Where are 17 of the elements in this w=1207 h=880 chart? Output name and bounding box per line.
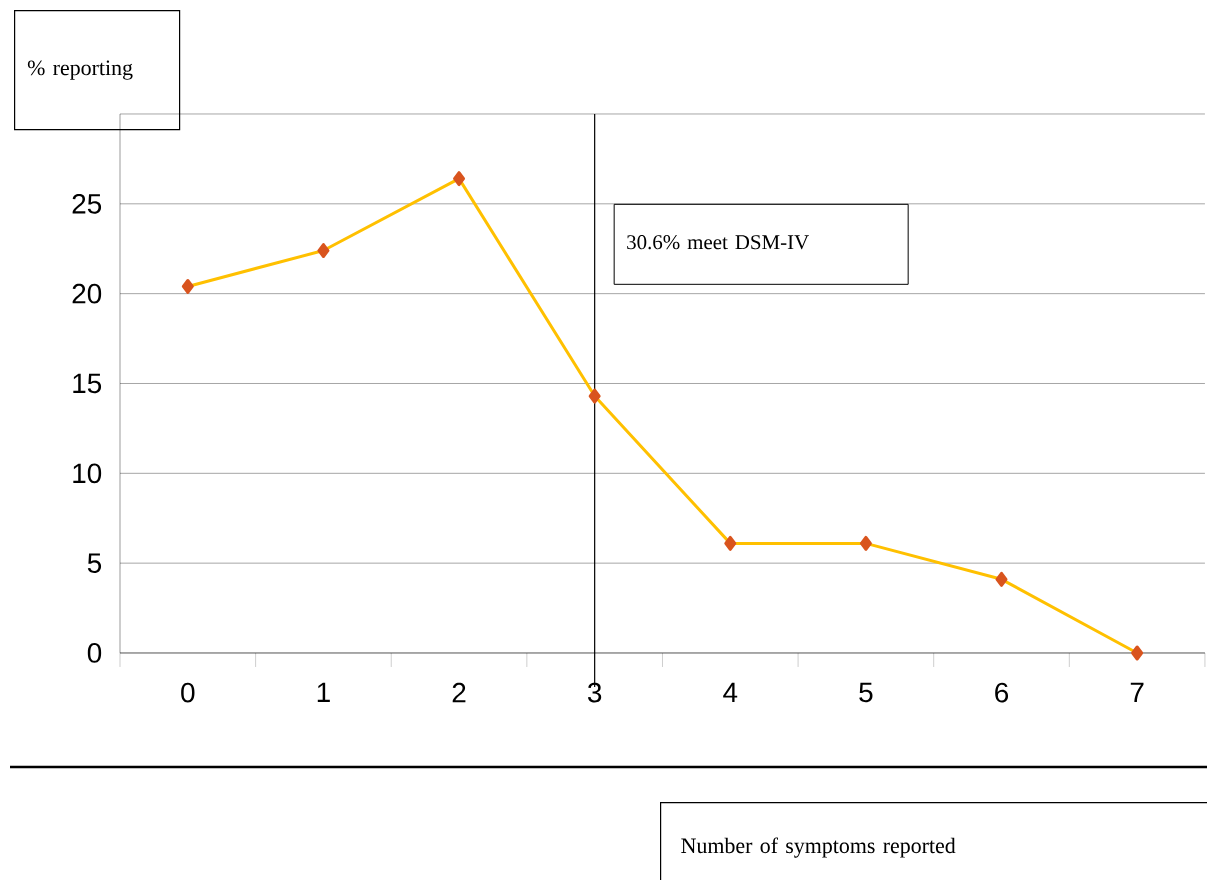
x-tick-label: 0 — [181, 682, 195, 703]
x-tick-label: 6 — [995, 682, 1009, 703]
x-tick-label: 7 — [1130, 682, 1144, 702]
x-tick-label: 2 — [452, 682, 466, 703]
y-tick-label: 15 — [73, 373, 102, 394]
x-tick-label: 1 — [317, 682, 330, 702]
y-axis-title: % reporting — [27, 60, 133, 80]
x-tick-label: 4 — [723, 682, 738, 702]
x-tick-label: 5 — [859, 682, 873, 703]
text: Number of symptoms reported — [681, 837, 956, 858]
y-tick-label: 0 — [87, 643, 102, 663]
y-tick-label: 20 — [72, 283, 102, 304]
y-tick-label: 10 — [73, 463, 102, 484]
y-tick-label: 25 — [72, 193, 102, 214]
x-tick-label: 3 — [587, 682, 602, 703]
ref-line-label: 30.6% meet DSM-IV — [627, 235, 809, 250]
y-tick-label: 5 — [87, 553, 102, 573]
